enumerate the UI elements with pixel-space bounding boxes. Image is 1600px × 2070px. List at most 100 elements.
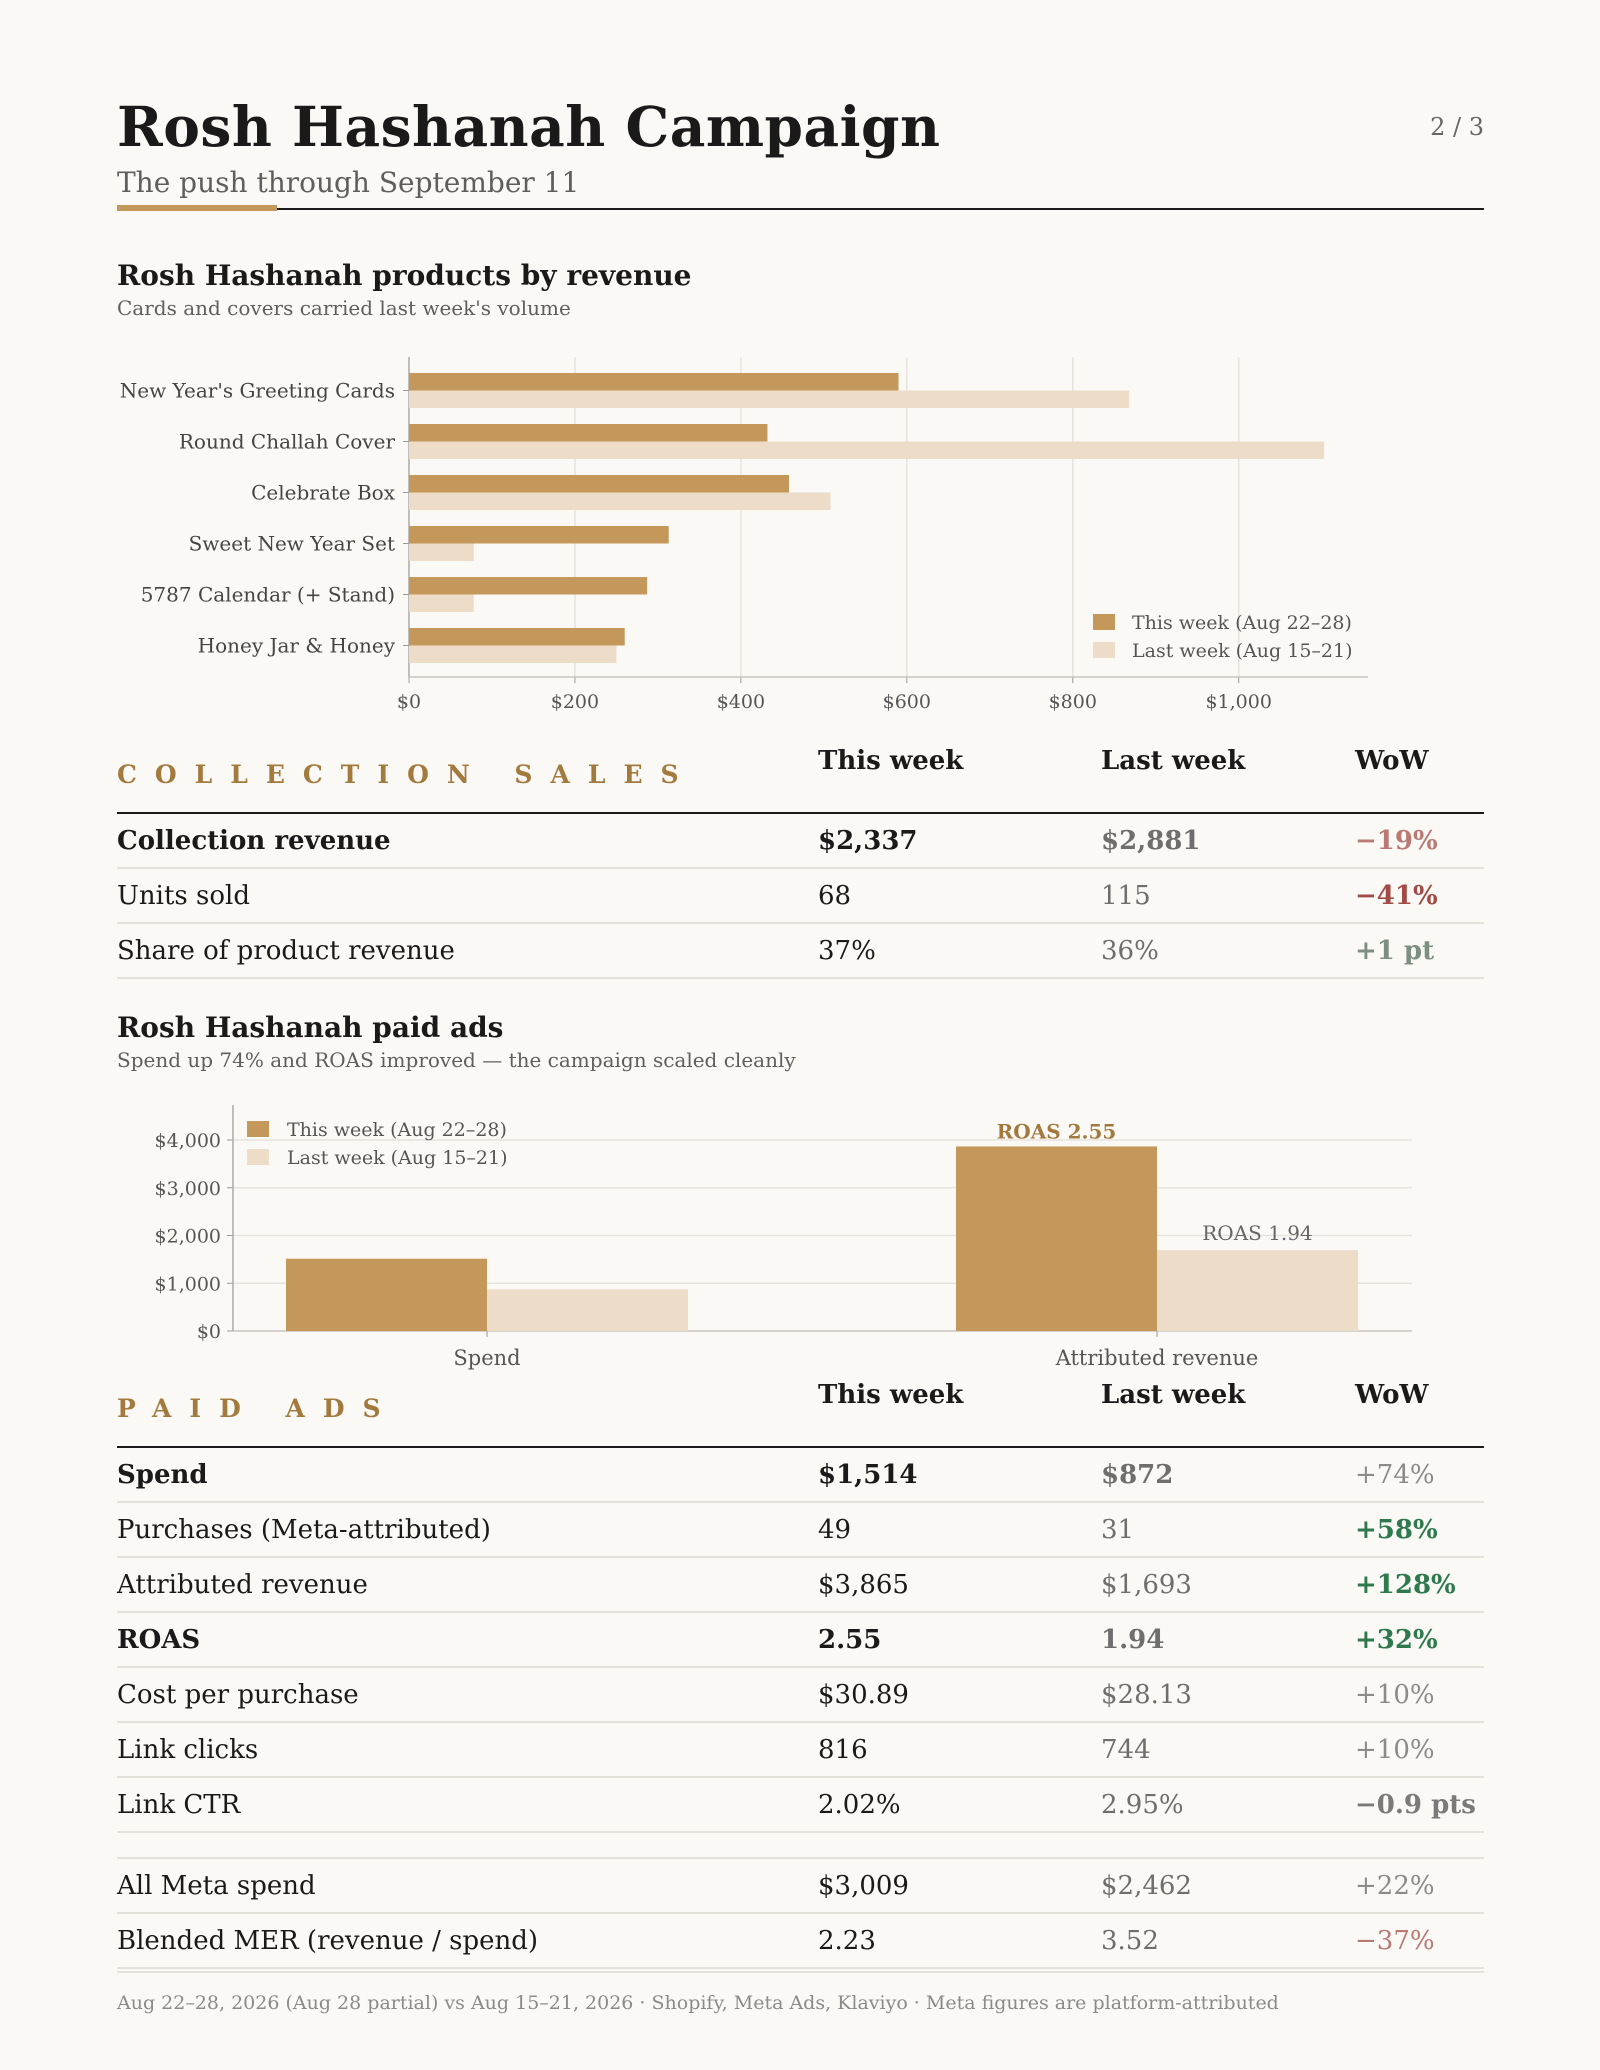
bar-last-week	[487, 1289, 688, 1331]
footer-note: Aug 22–28, 2026 (Aug 28 partial) vs Aug …	[117, 1992, 1279, 2014]
legend-label-this-week: This week (Aug 22–28)	[287, 1119, 507, 1141]
collection-sales-table: COLLECTION SALES This week Last week WoW…	[117, 738, 1484, 979]
row-wow: −19%	[1355, 826, 1438, 856]
row-wow: +1 pt	[1355, 936, 1435, 966]
table-header: PAID ADS This week Last week WoW	[117, 1372, 1484, 1448]
bar-this-week	[409, 424, 768, 442]
annotation-roas-last-week: ROAS 1.94	[1202, 1221, 1313, 1245]
row-label: All Meta spend	[117, 1871, 316, 1901]
legend-swatch-this-week	[1093, 614, 1115, 630]
table-row: Attributed revenue $3,865 $1,693 +128%	[117, 1558, 1484, 1613]
row-last-week: 115	[1101, 881, 1151, 911]
table-header: COLLECTION SALES This week Last week WoW	[117, 738, 1484, 814]
category-label: Celebrate Box	[251, 481, 396, 505]
row-this-week: $30.89	[818, 1680, 909, 1710]
row-label: Spend	[117, 1460, 208, 1490]
row-label: Cost per purchase	[117, 1680, 359, 1710]
row-wow: −37%	[1355, 1926, 1435, 1956]
row-label: Units sold	[117, 881, 250, 911]
table-row: Purchases (Meta-attributed) 49 31 +58%	[117, 1503, 1484, 1558]
row-this-week: 37%	[818, 936, 876, 966]
table-row: All Meta spend $3,009 $2,462 +22%	[117, 1857, 1484, 1914]
row-last-week: 31	[1101, 1515, 1135, 1545]
row-wow: +58%	[1355, 1515, 1438, 1545]
paid-ads-chart: $0 $1,000 $2,000 $3,000 $4,000 Spend Attribute…	[155, 1105, 1412, 1370]
row-last-week: $2,881	[1101, 826, 1201, 856]
row-last-week: $28.13	[1101, 1680, 1192, 1710]
bar-last-week	[409, 390, 1130, 408]
legend-swatch-last-week	[247, 1149, 269, 1165]
col-last-week: Last week	[1101, 1380, 1246, 1410]
row-label: Share of product revenue	[117, 936, 455, 966]
bar-last-week	[1157, 1250, 1358, 1331]
table-row: Spend $1,514 $872 +74%	[117, 1448, 1484, 1503]
row-label: Blended MER (revenue / spend)	[117, 1926, 539, 1956]
legend-label-last-week: Last week (Aug 15–21)	[1132, 640, 1353, 662]
x-tick-label: $0	[397, 691, 421, 713]
row-this-week: $2,337	[818, 826, 918, 856]
y-tick-label: $4,000	[155, 1130, 221, 1152]
table-row: Blended MER (revenue / spend) 2.23 3.52 …	[117, 1914, 1484, 1969]
row-label: Attributed revenue	[117, 1570, 368, 1600]
row-wow: +32%	[1355, 1625, 1438, 1655]
x-tick-label: $600	[883, 691, 931, 713]
table-row: Share of product revenue 37% 36% +1 pt	[117, 924, 1484, 979]
table-row: ROAS 2.55 1.94 +32%	[117, 1613, 1484, 1668]
table-row: Link clicks 816 744 +10%	[117, 1723, 1484, 1778]
y-tick-label: $0	[197, 1321, 221, 1343]
x-tick-label: $200	[551, 691, 599, 713]
x-tick-label: $800	[1049, 691, 1097, 713]
header-accent-rule	[117, 205, 277, 211]
collection-sales-label: COLLECTION SALES	[117, 760, 697, 789]
row-wow: +22%	[1355, 1871, 1435, 1901]
row-wow: −41%	[1355, 881, 1438, 911]
products-chart-subtitle: Cards and covers carried last week's vol…	[117, 296, 571, 320]
table-row: Units sold 68 115 −41%	[117, 869, 1484, 924]
header-rule	[117, 208, 1484, 210]
page-indicator: 2 / 3	[1430, 113, 1484, 141]
y-tick-label: $2,000	[155, 1226, 221, 1248]
row-last-week: 744	[1101, 1735, 1151, 1765]
row-last-week: $872	[1101, 1460, 1174, 1490]
row-this-week: 816	[818, 1735, 868, 1765]
legend-label-this-week: This week (Aug 22–28)	[1132, 612, 1352, 634]
row-wow: −0.9 pts	[1355, 1790, 1476, 1820]
table-row: Collection revenue $2,337 $2,881 −19%	[117, 814, 1484, 869]
category-label: New Year's Greeting Cards	[120, 379, 395, 403]
page-title: Rosh Hashanah Campaign	[117, 94, 941, 159]
category-label: Honey Jar & Honey	[198, 634, 396, 658]
bar-last-week	[409, 492, 831, 510]
row-wow: +74%	[1355, 1460, 1435, 1490]
row-last-week: 36%	[1101, 936, 1159, 966]
products-revenue-chart: $0 $200 $400 $600 $800 $1,000 New Year's Greet…	[120, 357, 1368, 713]
bar-last-week	[409, 645, 617, 663]
row-this-week: 2.02%	[818, 1790, 901, 1820]
page-subtitle: The push through September 11	[117, 166, 580, 199]
y-tick-label: $1,000	[155, 1273, 221, 1295]
row-this-week: 68	[818, 881, 852, 911]
category-label: Attributed revenue	[1055, 1346, 1259, 1370]
category-label: Round Challah Cover	[179, 430, 396, 454]
col-last-week: Last week	[1101, 746, 1246, 776]
bar-this-week	[286, 1258, 487, 1331]
col-wow: WoW	[1355, 746, 1429, 776]
row-label: Collection revenue	[117, 826, 391, 856]
col-this-week: This week	[818, 746, 964, 776]
paid-ads-table: PAID ADS This week Last week WoW Spend $…	[117, 1372, 1484, 1969]
row-this-week: 2.55	[818, 1625, 882, 1655]
col-this-week: This week	[818, 1380, 964, 1410]
category-label: 5787 Calendar (+ Stand)	[141, 583, 395, 607]
category-label: Sweet New Year Set	[189, 532, 395, 556]
row-last-week: 2.95%	[1101, 1790, 1184, 1820]
footer-rule	[117, 1971, 1484, 1973]
x-tick-label: $1,000	[1205, 691, 1271, 713]
bar-last-week	[409, 594, 474, 612]
annotation-roas-this-week: ROAS 2.55	[997, 1119, 1117, 1143]
table-row: Cost per purchase $30.89 $28.13 +10%	[117, 1668, 1484, 1723]
row-label: Link CTR	[117, 1790, 241, 1820]
legend-swatch-last-week	[1093, 642, 1115, 658]
bar-last-week	[409, 441, 1325, 459]
bar-this-week	[409, 475, 790, 493]
row-label: Link clicks	[117, 1735, 259, 1765]
bar-this-week	[409, 577, 648, 595]
